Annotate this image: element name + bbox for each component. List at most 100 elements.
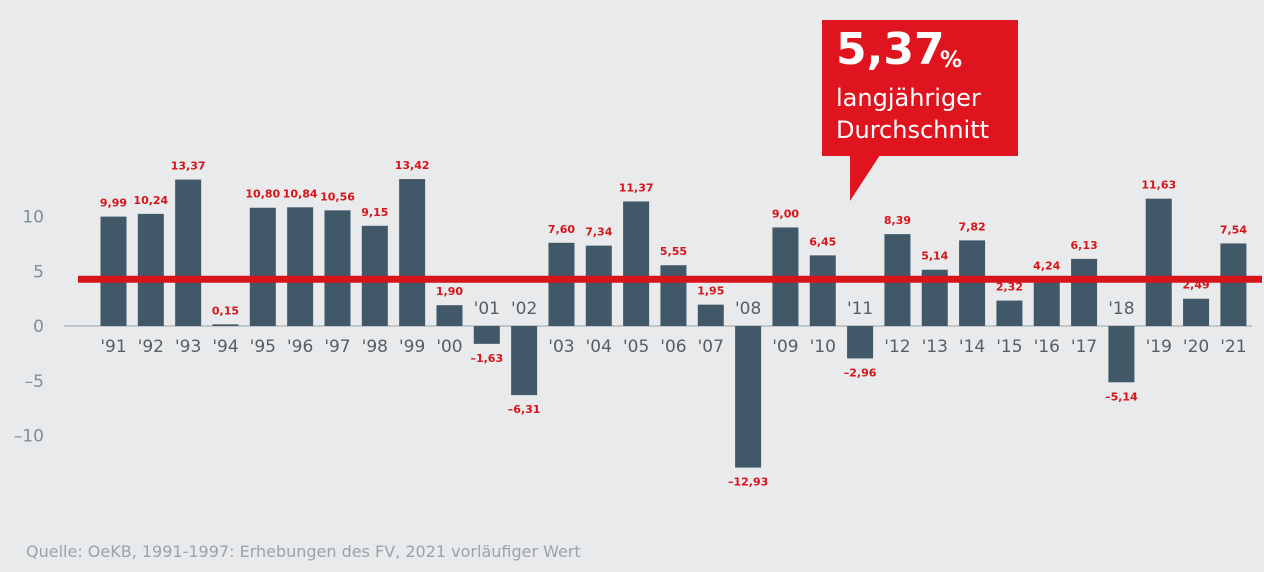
data-label: 10,24: [133, 194, 168, 207]
bar: [548, 242, 575, 326]
x-tick-label: '93: [175, 337, 201, 357]
bar: [212, 324, 239, 326]
x-tick-label: '18: [1108, 299, 1134, 319]
x-tick-label: '06: [660, 337, 686, 357]
bar: [175, 179, 202, 326]
x-tick-label: '97: [324, 337, 350, 357]
bar: [1220, 243, 1247, 326]
x-tick-label: '12: [884, 337, 910, 357]
average-callout: 5,37 % langjähriger Durchschnitt: [822, 20, 1018, 156]
data-label: 9,15: [361, 206, 388, 219]
bar: [959, 240, 986, 326]
data-label: 7,54: [1220, 223, 1247, 236]
callout-pointer: [850, 155, 880, 201]
data-label: 13,42: [395, 159, 430, 172]
y-tick-label: –5: [25, 372, 44, 392]
data-label: –1,63: [470, 352, 503, 365]
data-label: 4,24: [1033, 260, 1060, 273]
data-label: 8,39: [884, 214, 911, 227]
x-tick-label: '09: [772, 337, 798, 357]
bar: [399, 179, 426, 326]
x-tick-label: '99: [399, 337, 425, 357]
data-label: 11,37: [619, 181, 654, 194]
x-tick-label: '98: [362, 337, 388, 357]
bar: [735, 326, 762, 468]
x-tick-label: '21: [1220, 337, 1246, 357]
x-tick-label: '13: [922, 337, 948, 357]
bar: [809, 255, 836, 326]
x-tick-label: '14: [959, 337, 985, 357]
bar: [324, 210, 351, 326]
y-tick-label: 10: [22, 208, 44, 228]
bar: [1183, 298, 1210, 326]
bar: [1145, 198, 1172, 326]
bar: [436, 305, 463, 326]
data-label: 6,13: [1071, 239, 1098, 252]
bar: [697, 304, 724, 326]
x-tick-label: '01: [474, 299, 500, 319]
x-tick-label: '04: [586, 337, 612, 357]
x-tick-label: '96: [287, 337, 313, 357]
x-tick-label: '03: [548, 337, 574, 357]
x-tick-label: '16: [1034, 337, 1060, 357]
callout-unit: %: [940, 48, 963, 73]
x-tick-label: '15: [996, 337, 1022, 357]
data-label: –5,14: [1105, 390, 1138, 403]
data-label: 7,34: [585, 226, 612, 239]
bar: [1108, 326, 1135, 383]
bar: [137, 213, 164, 326]
bar: [660, 265, 687, 326]
bar: [100, 216, 127, 326]
data-label: 10,56: [320, 190, 355, 203]
y-tick-label: 5: [33, 262, 44, 282]
bar: [1071, 258, 1098, 326]
x-tick-label: '07: [698, 337, 724, 357]
source-note: Quelle: OeKB, 1991-1997: Erhebungen des …: [26, 542, 581, 561]
data-label: –2,96: [844, 366, 877, 379]
data-label: 1,90: [436, 285, 463, 298]
x-tick-label: '05: [623, 337, 649, 357]
data-label: 1,95: [697, 285, 724, 298]
x-tick-label: '94: [212, 337, 238, 357]
data-label: 10,84: [283, 187, 318, 200]
data-label: 5,55: [660, 245, 687, 258]
bar: [511, 326, 538, 396]
data-label: –6,31: [508, 403, 541, 416]
y-tick-label: –10: [14, 427, 44, 447]
bar: [996, 300, 1023, 326]
x-tick-label: '19: [1146, 337, 1172, 357]
x-tick-label: '10: [810, 337, 836, 357]
data-label: 6,45: [809, 235, 836, 248]
y-tick-label: 0: [33, 317, 44, 337]
x-tick-label: '02: [511, 299, 537, 319]
data-label: 11,63: [1141, 179, 1176, 192]
data-label: 2,32: [996, 281, 1023, 294]
data-label: 13,37: [171, 160, 206, 173]
x-tick-label: '17: [1071, 337, 1097, 357]
callout-value: 5,37: [836, 24, 945, 75]
data-label: 7,60: [548, 223, 575, 236]
callout-label-line2: Durchschnitt: [836, 116, 990, 144]
bar: [585, 245, 612, 326]
bar: [473, 326, 500, 344]
bar: [1033, 279, 1060, 326]
x-tick-label: '00: [436, 337, 462, 357]
x-tick-label: '08: [735, 299, 761, 319]
data-label: 9,00: [772, 207, 799, 220]
bar: [249, 207, 276, 326]
data-label: 0,15: [212, 304, 239, 317]
x-tick-label: '91: [100, 337, 126, 357]
data-label: 9,99: [100, 197, 127, 210]
bar: [847, 326, 874, 359]
data-label: 5,14: [921, 250, 948, 263]
data-label: 7,82: [959, 220, 986, 233]
bar: [623, 201, 650, 326]
x-tick-label: '11: [847, 299, 873, 319]
data-label: –12,93: [728, 476, 768, 489]
x-tick-label: '20: [1183, 337, 1209, 357]
bar: [287, 207, 314, 326]
x-tick-label: '95: [250, 337, 276, 357]
callout-label-line1: langjähriger: [836, 84, 981, 112]
x-tick-label: '92: [138, 337, 164, 357]
